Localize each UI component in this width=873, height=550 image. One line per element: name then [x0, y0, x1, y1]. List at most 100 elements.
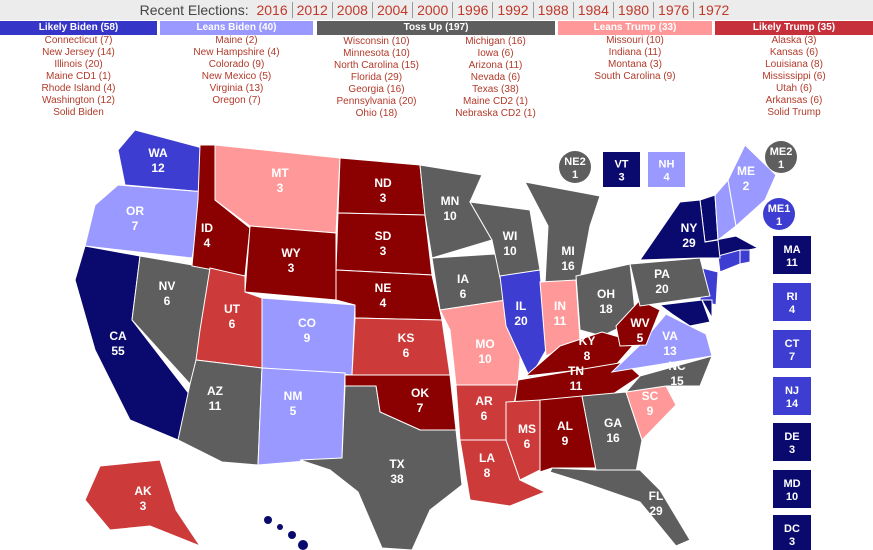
state-votes: 29 [682, 236, 696, 250]
rating-item: North Carolina (15) [333, 60, 420, 71]
year-link[interactable]: 1988 [532, 2, 573, 18]
state-abbr: MI [561, 244, 574, 258]
state-abbr: WY [281, 246, 300, 260]
inset-abbr: MD [783, 478, 800, 490]
year-link[interactable]: 1980 [612, 2, 654, 18]
state-votes: 5 [290, 404, 297, 418]
state-abbr: OH [597, 287, 615, 301]
rating-item: Maine (2) [215, 35, 258, 46]
state-votes: 10 [443, 209, 457, 223]
state-shape [629, 257, 711, 307]
state-shape [615, 299, 661, 347]
state-votes: 20 [514, 314, 528, 328]
year-link[interactable]: 1972 [693, 2, 734, 18]
year-link[interactable]: 2008 [331, 2, 372, 18]
state-votes: 7 [417, 401, 424, 415]
year-link[interactable]: 1984 [572, 2, 613, 18]
state-shape [727, 144, 777, 227]
state-votes: 3 [288, 261, 295, 275]
state-abbr: GA [604, 416, 622, 430]
rating-item: Louisiana (8) [765, 59, 823, 70]
rating-item: Missouri (10) [606, 35, 664, 46]
rating-item: Ohio (18) [355, 108, 398, 119]
inset-box [773, 377, 811, 415]
rating-item: Rhode Island (4) [41, 83, 116, 94]
year-link[interactable]: 1996 [452, 2, 493, 18]
state-shape [624, 355, 713, 393]
state-votes: 6 [229, 317, 236, 331]
rating-item: Colorado (9) [208, 59, 265, 70]
state-votes: 55 [111, 344, 125, 358]
rating-item: Indiana (11) [608, 47, 662, 58]
rating-item: New Jersey (14) [42, 47, 115, 58]
state-abbr: WV [630, 316, 649, 330]
bar-label: Recent Elections: [139, 2, 249, 18]
inset-box [773, 330, 811, 368]
state-shape [84, 184, 206, 259]
state-abbr: FL [649, 489, 664, 503]
rating-item: Kansas (6) [769, 47, 819, 58]
inset-box [648, 152, 685, 187]
state-votes: 11 [554, 314, 567, 328]
rating-header: Toss Up (197) [317, 21, 555, 35]
state-shape [639, 199, 721, 261]
state-shape [351, 317, 451, 376]
state-votes: 4 [204, 236, 211, 250]
rating-item: Arizona (11) [468, 60, 523, 71]
year-link[interactable]: 2004 [371, 2, 413, 18]
inset-votes: 4 [789, 304, 796, 316]
state-shape [514, 361, 641, 403]
state-votes: 29 [649, 504, 663, 518]
state-votes: 18 [599, 302, 613, 316]
island [288, 531, 296, 539]
inset-box [603, 152, 640, 187]
state-votes: 10 [503, 244, 517, 258]
rating-item: Arkansas (6) [765, 95, 823, 106]
state-abbr: SD [375, 229, 392, 243]
state-abbr: AL [557, 419, 573, 433]
state-abbr: LA [479, 451, 495, 465]
state-shape [581, 391, 643, 473]
rating-item: Minnesota (10) [343, 48, 410, 59]
year-link[interactable]: 2000 [412, 2, 453, 18]
state-votes: 9 [304, 331, 311, 345]
rating-item: Connecticut (7) [44, 35, 113, 46]
state-abbr: KY [579, 334, 596, 348]
year-link[interactable]: 1992 [492, 2, 533, 18]
rating-item: Maine CD1 (1) [45, 71, 112, 82]
inset-votes: 1 [778, 159, 784, 171]
island [277, 524, 283, 530]
year-link[interactable]: 1976 [653, 2, 694, 18]
inset-abbr: NH [659, 159, 675, 171]
inset-votes: 14 [786, 398, 799, 410]
inset-votes: 1 [776, 216, 782, 228]
state-votes: 6 [481, 409, 488, 423]
state-abbr: AR [475, 394, 493, 408]
inset-abbr: ME1 [768, 203, 791, 215]
state-shape [658, 299, 711, 327]
state-shape [505, 399, 541, 481]
rating-item: South Carolina (9) [594, 71, 676, 82]
state-shape [257, 367, 346, 466]
state-votes: 9 [647, 404, 654, 418]
inset-abbr: ME2 [770, 146, 793, 158]
year-link[interactable]: 2016 [256, 2, 288, 18]
state-abbr: IA [457, 272, 469, 286]
rating-item: Pennsylvania (20) [336, 96, 417, 107]
state-votes: 13 [663, 344, 677, 358]
state-votes: 5 [637, 331, 644, 345]
inset-box [773, 515, 811, 550]
inset-votes: 3 [789, 536, 795, 548]
inset-abbr: MA [783, 244, 800, 256]
state-votes: 6 [164, 294, 171, 308]
inset-abbr: DC [784, 523, 800, 535]
rating-item: Washington (12) [42, 95, 115, 106]
rating-column: Likely Biden (58) Connecticut (7) New Jers… [0, 21, 157, 119]
year-link[interactable]: 2012 [291, 2, 332, 18]
rating-column: Likely Trump (35) Alaska (3) Kansas (6) Lou… [715, 21, 873, 119]
rating-item: Illinois (20) [54, 59, 103, 70]
rating-header: Leans Trump (33) [558, 21, 712, 35]
rating-item: Florida (29) [350, 72, 403, 83]
state-abbr: AZ [207, 384, 223, 398]
